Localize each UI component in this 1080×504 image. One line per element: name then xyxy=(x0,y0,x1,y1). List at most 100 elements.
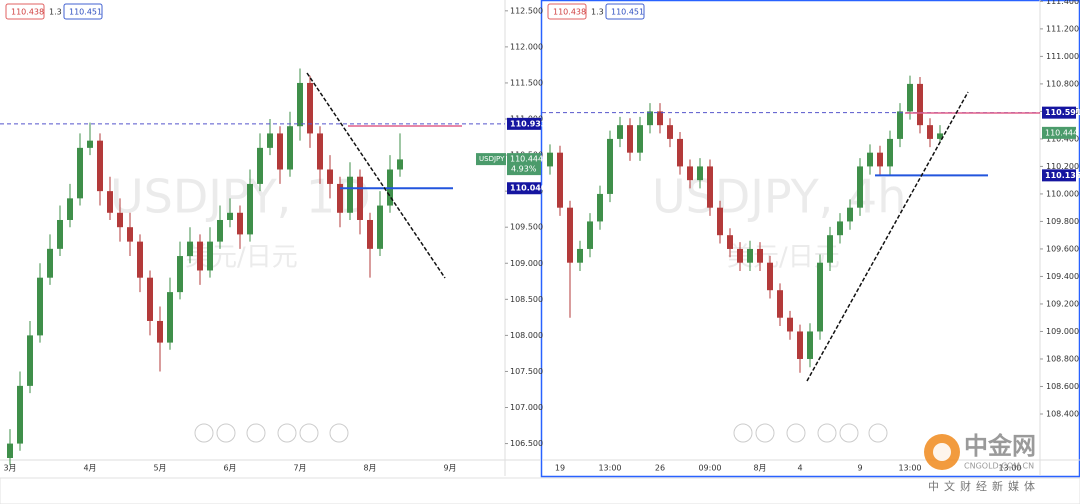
x-tick-label: 9月 xyxy=(443,464,456,473)
candle-body xyxy=(697,166,703,181)
level-label-box xyxy=(1042,169,1076,182)
last-price-box xyxy=(1042,126,1076,139)
candle-body xyxy=(207,241,213,271)
logo-icon-inner xyxy=(933,443,951,461)
y-tick-label: 110.400 xyxy=(1046,134,1079,143)
trend-line[interactable] xyxy=(806,91,969,382)
ask-box xyxy=(63,3,103,20)
scroll-left[interactable] xyxy=(817,423,837,443)
x-tick-label: 7月 xyxy=(293,464,306,473)
candle-body xyxy=(797,331,803,359)
candle-body xyxy=(397,159,403,170)
watermark: USDJPY, 4h xyxy=(652,170,906,224)
candle-body xyxy=(837,221,843,236)
y-tick-label: 109.500 xyxy=(510,223,543,232)
y-tick-label: 106.500 xyxy=(510,439,543,448)
candle-body xyxy=(767,262,773,291)
candle-body xyxy=(667,125,673,139)
candle-body xyxy=(617,125,623,139)
level-label: 110.040 xyxy=(510,184,547,193)
y-tick-label: 108.500 xyxy=(510,295,543,304)
level-label-box xyxy=(507,117,541,130)
scroll-right[interactable] xyxy=(839,423,859,443)
logo-tagline: 中文财经新媒体 xyxy=(928,479,1040,493)
y-tick-label: 109.200 xyxy=(1046,299,1079,308)
ask: 110.451 xyxy=(69,8,102,17)
candle-body xyxy=(67,198,73,220)
x-tick-label: 26 xyxy=(655,464,665,473)
candle-body xyxy=(817,262,823,332)
candle-body xyxy=(117,212,123,228)
candle-body xyxy=(927,125,933,139)
candle-body xyxy=(897,111,903,139)
zoom-in[interactable] xyxy=(755,423,775,443)
candle-body xyxy=(227,212,233,220)
candle-body xyxy=(677,138,683,167)
fullscreen[interactable] xyxy=(246,423,266,443)
fullscreen[interactable] xyxy=(786,423,806,443)
zoom-out[interactable] xyxy=(733,423,753,443)
scroll-left[interactable] xyxy=(277,423,297,443)
bottom-toolbar xyxy=(0,477,1080,504)
candle-body xyxy=(297,82,303,127)
y-tick-label: 112.000 xyxy=(510,42,543,51)
candle-body xyxy=(237,212,243,235)
candle-body xyxy=(937,133,943,139)
logo-site: CNGOLD.COM.CN xyxy=(964,462,1034,471)
zoom-in[interactable] xyxy=(216,423,236,443)
reset[interactable] xyxy=(329,423,349,443)
y-tick-label: 109.800 xyxy=(1046,217,1079,226)
candle-body xyxy=(347,176,353,213)
y-tick-label: 109.000 xyxy=(1046,327,1079,336)
candle-body xyxy=(567,207,573,263)
candle-body xyxy=(707,166,713,208)
x-tick-label: 13:00 xyxy=(598,464,621,473)
candle-body xyxy=(687,166,693,181)
candle-body xyxy=(377,205,383,249)
candle-body xyxy=(337,183,343,213)
last-change: 4.93% xyxy=(511,165,537,174)
y-tick-label: 111.500 xyxy=(510,78,543,87)
x-tick-label: 4 xyxy=(797,464,802,473)
candle-body xyxy=(727,235,733,249)
candle-body xyxy=(57,219,63,249)
y-tick-label: 110.200 xyxy=(1046,162,1079,171)
candle-body xyxy=(177,256,183,293)
reset[interactable] xyxy=(868,423,888,443)
level-label: 110.135 xyxy=(1045,171,1080,180)
last-price: 110.444 xyxy=(1045,128,1078,137)
candle-body xyxy=(917,83,923,126)
y-tick-label: 111.200 xyxy=(1046,24,1079,33)
candle-body xyxy=(787,317,793,332)
scroll-right[interactable] xyxy=(299,423,319,443)
logo-name: 中金网 xyxy=(964,432,1036,460)
y-tick-label: 108.800 xyxy=(1046,354,1079,363)
y-tick-label: 108.000 xyxy=(510,331,543,340)
ask-box xyxy=(605,3,645,20)
candle-body xyxy=(737,248,743,263)
candle-body xyxy=(607,138,613,194)
candle-body xyxy=(747,248,753,263)
candle-body xyxy=(847,207,853,222)
candle-body xyxy=(907,83,913,112)
trend-line[interactable] xyxy=(306,72,446,279)
symbol-label: USDJPY xyxy=(479,155,505,163)
y-tick-label: 109.000 xyxy=(510,259,543,268)
level-label: 110.591 xyxy=(1045,108,1080,117)
candle-body xyxy=(887,138,893,167)
y-tick-label: 108.400 xyxy=(1046,409,1079,418)
candle-body xyxy=(357,176,363,220)
candle-body xyxy=(277,133,283,170)
candle-body xyxy=(147,277,153,321)
y-tick-label: 107.500 xyxy=(510,367,543,376)
candle-body xyxy=(587,221,593,249)
candle-body xyxy=(777,290,783,318)
level-label-box xyxy=(1042,106,1076,119)
y-tick-label: 109.400 xyxy=(1046,272,1079,281)
candle-body xyxy=(257,147,263,184)
zoom-out[interactable] xyxy=(194,423,214,443)
y-tick-label: 111.400 xyxy=(1046,0,1079,6)
